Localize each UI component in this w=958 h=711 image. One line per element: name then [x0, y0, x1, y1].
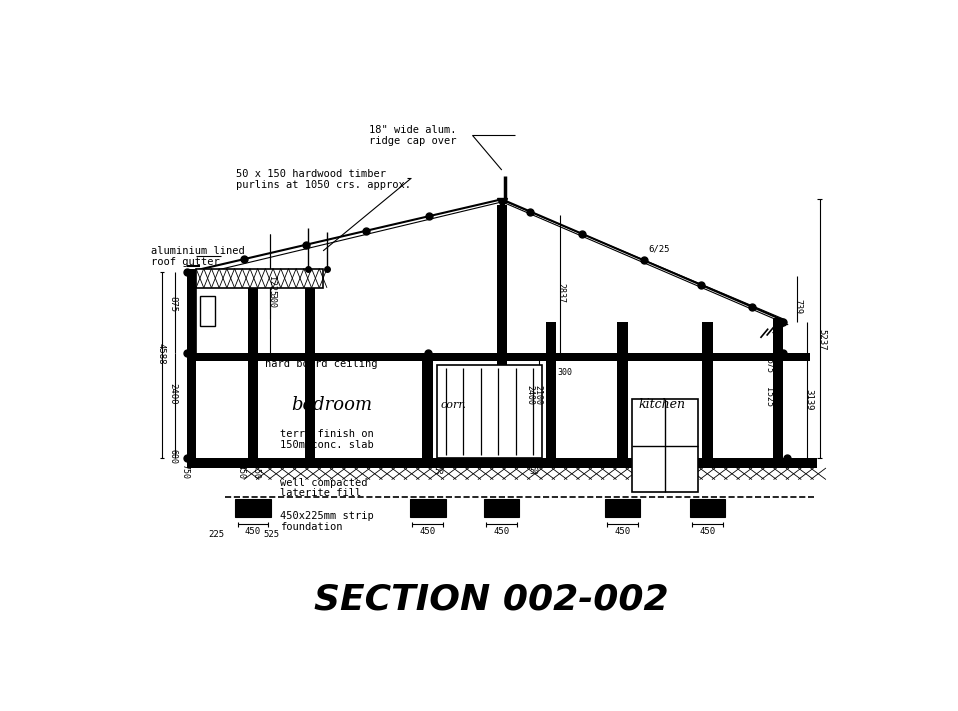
Text: 300: 300 [770, 333, 779, 348]
Text: purlins at 1050 crs. approx.: purlins at 1050 crs. approx. [236, 180, 411, 190]
Text: 5237: 5237 [817, 328, 827, 350]
Bar [410, 499, 445, 516]
Bar [248, 272, 259, 353]
Text: terr. finish on: terr. finish on [280, 429, 374, 439]
Bar [422, 353, 433, 458]
Bar [702, 321, 713, 353]
Bar [187, 458, 243, 468]
Bar [632, 400, 698, 492]
Bar [187, 272, 196, 353]
Text: 50 x 150 hardwood timber: 50 x 150 hardwood timber [236, 169, 386, 179]
Bar [187, 353, 810, 361]
Text: 3139: 3139 [805, 390, 813, 411]
Bar [617, 321, 628, 353]
Text: foundation: foundation [280, 522, 343, 532]
Text: ridge cap over: ridge cap over [369, 136, 456, 146]
Text: 4588: 4588 [156, 343, 165, 365]
Bar [787, 458, 817, 468]
Text: 225: 225 [209, 530, 225, 540]
Text: 750: 750 [180, 464, 189, 479]
Text: 450: 450 [493, 528, 510, 536]
Bar [484, 499, 519, 516]
Text: hard board ceiling: hard board ceiling [264, 359, 377, 369]
Text: 2100: 2100 [534, 385, 542, 405]
Text: 739: 739 [794, 299, 803, 314]
Bar [773, 321, 783, 353]
Bar [702, 353, 713, 458]
Text: 50: 50 [530, 467, 539, 476]
Text: roof gutter: roof gutter [150, 257, 219, 267]
Text: 1225: 1225 [267, 277, 276, 296]
Bar [305, 353, 315, 458]
Text: 150: 150 [251, 464, 260, 479]
Text: 6/25: 6/25 [649, 244, 671, 253]
Bar [196, 269, 323, 288]
Text: 450: 450 [699, 528, 716, 536]
Bar [497, 353, 507, 458]
Bar [604, 499, 640, 516]
Text: 450: 450 [245, 528, 262, 536]
Text: laterite fill: laterite fill [280, 488, 361, 498]
Bar [243, 458, 810, 468]
Bar [236, 499, 271, 516]
Text: SECTION 002-002: SECTION 002-002 [313, 583, 669, 616]
Text: 2400: 2400 [526, 385, 535, 405]
Bar [773, 318, 783, 458]
Text: 450: 450 [420, 528, 436, 536]
Bar [546, 321, 556, 353]
Bar [497, 205, 507, 353]
Text: kitchen: kitchen [638, 398, 685, 412]
Text: 600: 600 [169, 449, 177, 464]
Text: 575: 575 [764, 358, 773, 373]
Text: aluminium lined: aluminium lined [150, 246, 244, 256]
Text: 2400: 2400 [169, 383, 177, 405]
Text: 450x225mm strip: 450x225mm strip [280, 510, 374, 520]
Text: 300: 300 [558, 368, 572, 377]
Text: 450: 450 [615, 528, 630, 536]
Text: corr.: corr. [441, 400, 467, 410]
Text: 450: 450 [237, 464, 245, 479]
Text: 150mmconc. slab: 150mmconc. slab [280, 440, 374, 450]
Bar [200, 296, 216, 326]
Text: 50: 50 [435, 467, 445, 476]
Bar [305, 272, 315, 353]
Text: 2837: 2837 [557, 283, 565, 303]
Bar [690, 499, 725, 516]
Bar [546, 353, 556, 458]
Bar [248, 353, 259, 458]
Text: bedroom: bedroom [291, 396, 373, 414]
Bar [617, 353, 628, 458]
Text: 525: 525 [263, 530, 279, 540]
Text: 875: 875 [169, 296, 177, 312]
Bar [187, 269, 196, 458]
Text: 18" wide alum.: 18" wide alum. [369, 125, 456, 135]
Text: 300: 300 [267, 293, 276, 309]
Text: well compacted: well compacted [280, 478, 368, 488]
Text: 1525: 1525 [764, 387, 773, 407]
Bar [437, 365, 542, 458]
